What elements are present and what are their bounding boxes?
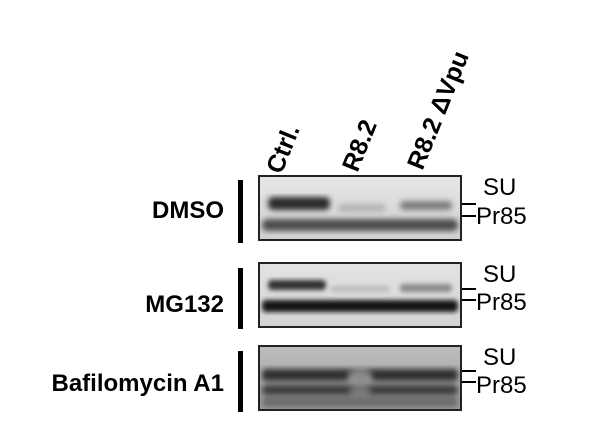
su-tick [462,288,476,290]
su-tick [462,203,476,205]
marker-su: SU [483,344,517,371]
marker-pr85: Pr85 [476,372,527,399]
condition-bar [238,268,243,329]
su-tick [462,370,476,372]
pr85-tick [462,215,476,217]
marker-pr85: Pr85 [476,289,527,316]
blot-panel-bafilomycin-a1 [258,345,462,411]
blot-image-mg132 [260,264,460,326]
pr85-tick [462,299,476,301]
condition-label-mg132: MG132 [145,291,224,318]
lane-header-r8-2: R8.2 [336,115,383,176]
lane-header-ctrl: Ctrl. [260,120,306,178]
blot-panel-dmso [258,175,462,241]
condition-label-bafilomycin-a1: Bafilomycin A1 [51,370,225,397]
blot-panel-mg132 [258,262,462,328]
lane-header-r8-2-dvpu: R8.2 ΔVpu [401,47,475,174]
marker-su: SU [483,261,517,288]
marker-pr85: Pr85 [476,203,527,230]
condition-bar [238,180,243,243]
marker-su: SU [483,174,517,201]
blot-image-bafilomycin-a1 [260,347,460,409]
pr85-tick [462,381,476,383]
condition-label-dmso: DMSO [152,197,224,224]
blot-image-dmso [260,177,460,239]
condition-bar [238,351,243,412]
